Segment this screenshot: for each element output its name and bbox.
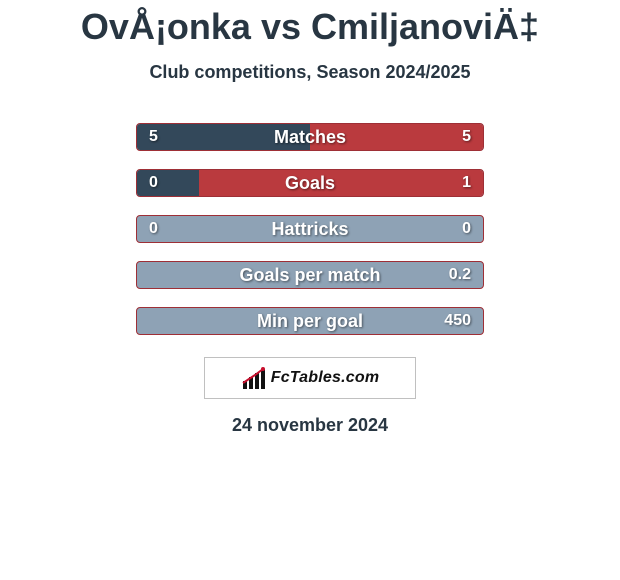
stat-bar-left-fill (137, 124, 310, 150)
player-left-photo-top (17, 125, 125, 151)
stat-bar-right-fill (199, 170, 483, 196)
player-right-photo-top (495, 125, 603, 151)
container: OvÅ¡onka vs CmiljanoviÄ‡ Club competitio… (0, 0, 620, 436)
stat-bar: 0Hattricks0 (136, 215, 484, 243)
player-left-photo-col (6, 123, 136, 205)
stat-bar: Goals per match0.2 (136, 261, 484, 289)
stat-label: Hattricks (137, 216, 483, 242)
stat-label: Min per goal (137, 308, 483, 334)
footer: FcTables.com 24 november 2024 (204, 357, 416, 436)
page-title: OvÅ¡onka vs CmiljanoviÄ‡ (81, 6, 539, 48)
stat-bar: 0Goals1 (136, 169, 484, 197)
stat-label: Goals per match (137, 262, 483, 288)
snapshot-date: 24 november 2024 (232, 415, 388, 436)
stat-bar-left-fill (137, 170, 199, 196)
fctables-logo-icon (241, 367, 265, 389)
comparison-area: 5Matches5 0Goals1 0Hattricks0 Goals per mat… (0, 123, 620, 335)
source-badge[interactable]: FcTables.com (204, 357, 416, 399)
stat-value-left: 0 (149, 216, 158, 242)
source-badge-text: FcTables.com (271, 369, 380, 387)
stat-bar: Min per goal450 (136, 307, 484, 335)
player-right-photo-col (484, 123, 614, 205)
player-left-photo-bottom (30, 179, 130, 205)
stat-value-right: 450 (444, 308, 471, 334)
stat-value-right: 0.2 (449, 262, 471, 288)
player-right-photo-bottom (508, 179, 608, 205)
stat-bar-right-fill (310, 124, 483, 150)
stat-bar: 5Matches5 (136, 123, 484, 151)
page-subtitle: Club competitions, Season 2024/2025 (149, 62, 470, 83)
stat-bars: 5Matches5 0Goals1 0Hattricks0 Goals per mat… (136, 123, 484, 335)
stat-value-right: 0 (462, 216, 471, 242)
